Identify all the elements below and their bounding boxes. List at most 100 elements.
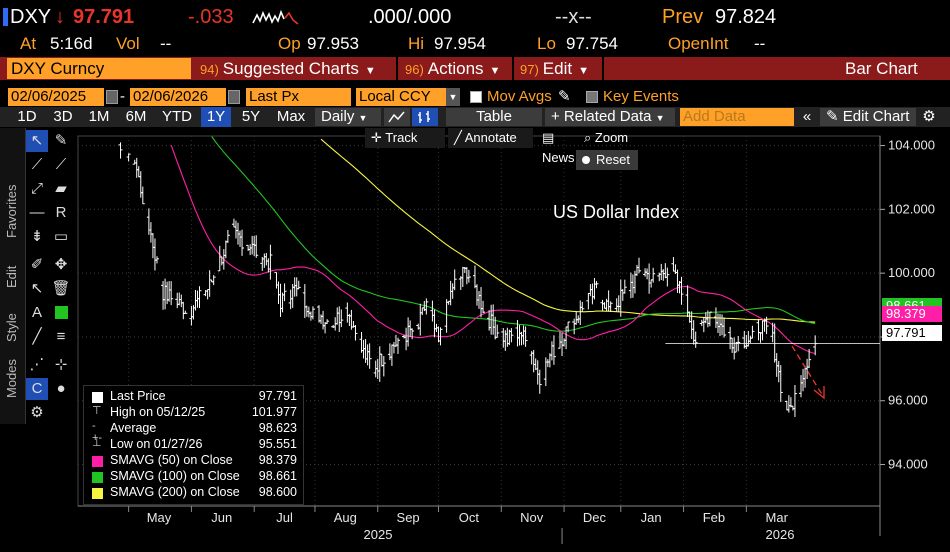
price-bar	[760, 320, 765, 341]
price-bar	[477, 290, 481, 309]
gear-icon[interactable]: ⚙	[922, 108, 936, 125]
brush-icon[interactable]: ✐	[30, 256, 44, 273]
text-tool-icon[interactable]: A	[31, 304, 42, 321]
line-weight-icon[interactable]: ≡	[56, 328, 66, 345]
chart-type-label[interactable]: Bar Chart	[845, 59, 918, 78]
table-button[interactable]: Table	[446, 108, 542, 126]
actions-menu[interactable]: 96) Actions ▼	[405, 57, 500, 80]
price-bar	[562, 338, 567, 347]
currency-dropdown-icon[interactable]: ▼	[446, 88, 460, 106]
price-bar	[574, 311, 579, 325]
chart-title: US Dollar Index	[553, 202, 679, 222]
legend-row-sma200: SMAVG (200) on Close 98.600	[90, 485, 297, 501]
calendar-icon[interactable]	[228, 90, 240, 104]
currency-selector[interactable]: Local CCY	[356, 88, 446, 106]
price-bar	[430, 300, 435, 322]
crosshair-pointer-icon[interactable]: ⊹	[54, 356, 68, 373]
price-bar	[444, 299, 449, 333]
price-bar	[774, 353, 779, 377]
period-max[interactable]: Max	[276, 108, 306, 125]
price-bar	[450, 283, 455, 299]
period-5y[interactable]: 5Y	[241, 108, 261, 125]
reset-button[interactable]: Reset	[576, 150, 638, 170]
open-label: Op	[278, 34, 301, 53]
palette-icon[interactable]: ●	[56, 380, 66, 397]
news-tool[interactable]: ▤ News	[536, 128, 576, 165]
start-date-input[interactable]: 02/06/2025	[8, 88, 104, 106]
price-bar	[217, 245, 222, 272]
fibonacci-icon[interactable]: ⇟	[30, 228, 44, 245]
rectangle-icon[interactable]: ▭	[53, 228, 69, 245]
price-bar	[181, 301, 186, 320]
price-bar	[416, 323, 421, 330]
line-tool-icon[interactable]: ⟋	[31, 156, 43, 173]
price-bar	[732, 337, 737, 360]
price-bar	[537, 369, 542, 394]
pen-tool-icon[interactable]: ✎	[54, 132, 68, 149]
annotate-tool[interactable]: ╱ Annotate	[448, 128, 533, 148]
security-field[interactable]: DXY Curncy	[7, 58, 191, 79]
frequency-selector[interactable]: Daily ▼	[315, 108, 381, 126]
price-bar	[509, 328, 514, 343]
key-events-checkbox[interactable]	[586, 91, 598, 103]
price-bar	[152, 238, 157, 271]
channel-icon[interactable]: ▰	[55, 180, 67, 197]
select-icon[interactable]: ↖	[30, 280, 44, 297]
horizontal-line-icon[interactable]: —	[29, 204, 45, 221]
price-bar	[292, 277, 297, 297]
price-bar	[517, 325, 522, 346]
calendar-icon[interactable]	[106, 90, 118, 104]
trash-icon[interactable]: 🗑	[51, 280, 71, 297]
trendline-icon[interactable]: ⤢	[30, 180, 43, 197]
price-bar	[191, 305, 196, 320]
cycle-icon[interactable]: C	[26, 378, 48, 400]
edit-menu[interactable]: 97) Edit ▼	[520, 57, 589, 80]
price-bar	[136, 166, 141, 178]
ray-tool-icon[interactable]: ⟋	[55, 156, 67, 173]
mov-avgs-checkbox[interactable]	[470, 91, 482, 103]
low-marker-icon: ⊥	[92, 437, 102, 449]
price-bar	[566, 321, 571, 333]
price-bar	[163, 278, 168, 310]
last-price: 97.791	[73, 6, 135, 28]
zoom-tool[interactable]: ⌕ Zoom	[578, 128, 640, 148]
suggested-charts-menu[interactable]: 94) Suggested Charts ▼	[200, 57, 376, 80]
end-date-input[interactable]: 02/06/2026	[130, 88, 226, 106]
edit-chart-button[interactable]: ✎ Edit Chart	[820, 108, 916, 126]
collapse-chevrons-icon[interactable]: «	[802, 108, 812, 125]
input-row: 02/06/2025 - 02/06/2026 Last Px Local CC…	[0, 87, 950, 107]
legend-row-sma50: SMAVG (50) on Close 98.379	[90, 453, 297, 469]
period-3d[interactable]: 3D	[53, 108, 73, 125]
line-chart-icon[interactable]	[384, 108, 410, 126]
period-1d[interactable]: 1D	[17, 108, 37, 125]
dashed-line-icon[interactable]: ⋰	[29, 356, 45, 373]
color-swatch-icon[interactable]	[50, 302, 72, 324]
period-ytd[interactable]: YTD	[162, 108, 192, 125]
chart-legend[interactable]: Last Price 97.791 ⊤ High on 05/12/25 101…	[83, 385, 304, 505]
move-icon[interactable]: ✥	[54, 256, 68, 273]
period-6m[interactable]: 6M	[125, 108, 147, 125]
track-tool[interactable]: ✛ Track	[365, 128, 445, 148]
tab-modes[interactable]: Modes	[0, 359, 24, 438]
retracement-icon[interactable]: R	[55, 204, 67, 221]
price-bar	[730, 337, 735, 353]
legend-value: 97.791	[258, 389, 297, 403]
period-1y[interactable]: 1Y	[201, 107, 231, 127]
time-value: 5:16d	[50, 34, 93, 53]
line-style-icon[interactable]: ╱	[32, 328, 42, 345]
settings-gear-icon[interactable]: ⚙	[30, 404, 44, 421]
period-1m[interactable]: 1M	[88, 108, 110, 125]
pointer-icon[interactable]: ↖	[26, 130, 48, 152]
price-bar	[701, 316, 706, 333]
price-bar	[632, 270, 637, 294]
price-bar	[262, 253, 267, 268]
price-bar	[588, 284, 593, 297]
bar-chart-icon[interactable]	[412, 108, 438, 126]
pencil-icon[interactable]: ✎	[558, 88, 571, 105]
related-data-button[interactable]: + Related Data ▼	[545, 108, 675, 126]
price-bar	[578, 300, 583, 326]
add-data-input[interactable]: Add Data	[680, 108, 794, 126]
field-selector[interactable]: Last Px	[246, 88, 351, 106]
chart-area[interactable]: 104.000102.000100.00098.00096.00094.000M…	[0, 128, 950, 552]
price-bar	[618, 279, 623, 317]
